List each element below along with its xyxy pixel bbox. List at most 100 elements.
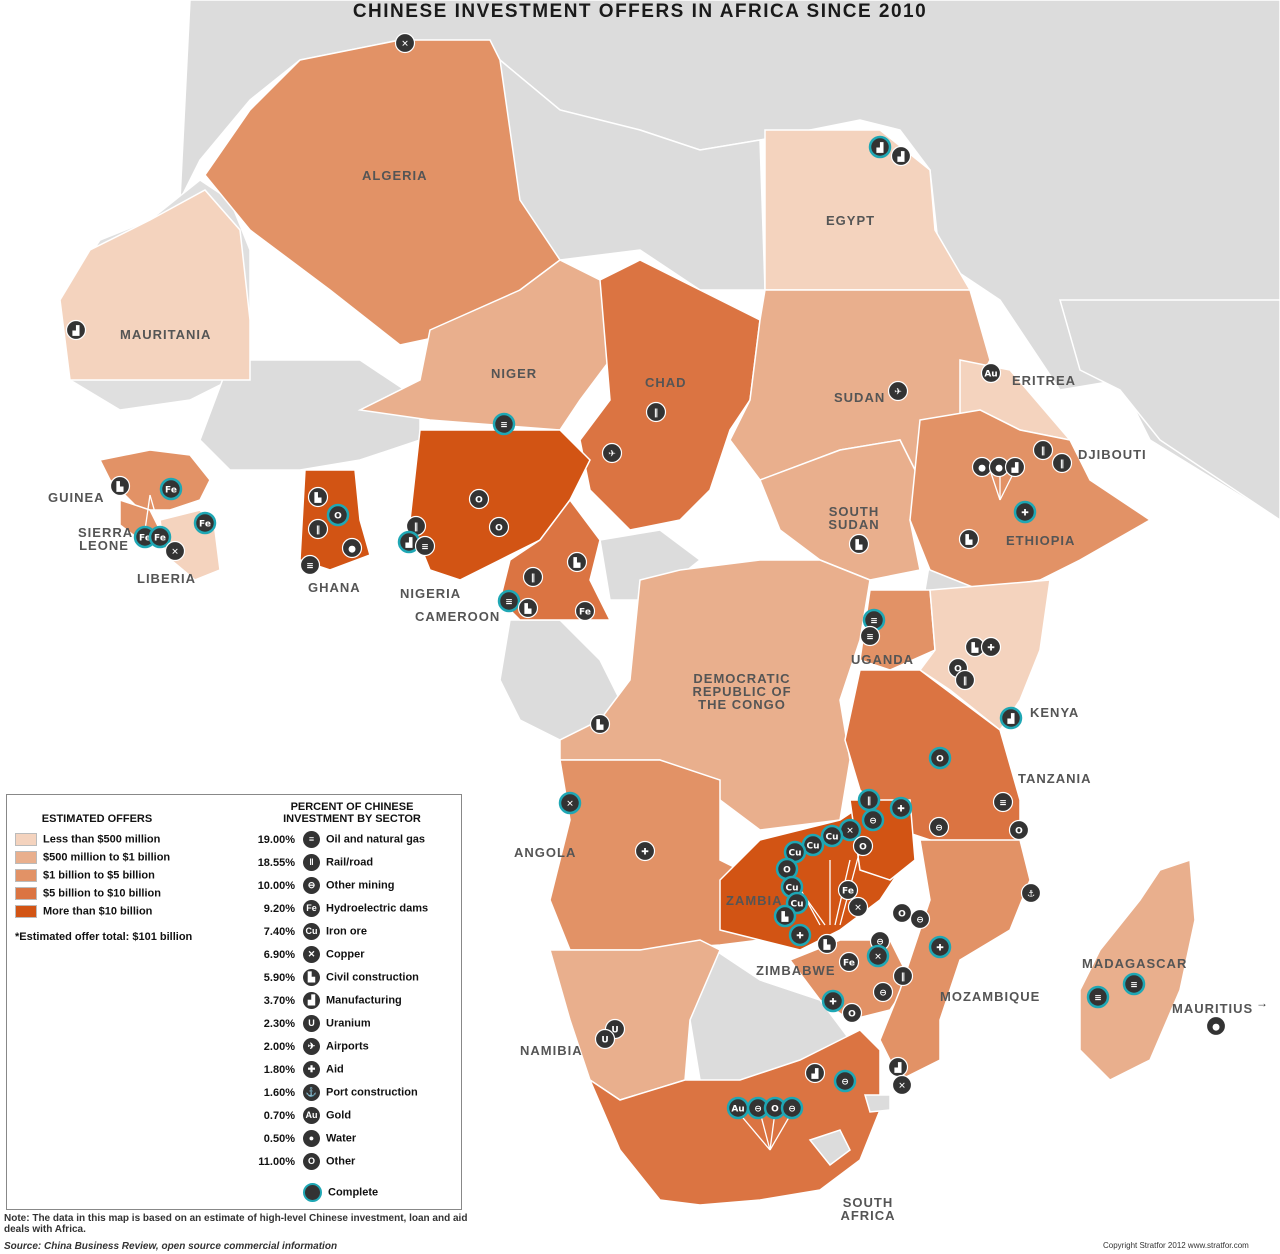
region-niger — [357, 259, 621, 431]
svg-text:Fe: Fe — [579, 608, 591, 618]
sector-percent: 1.80% — [263, 1063, 295, 1076]
factory-icon: ▟ — [890, 145, 912, 167]
label-ghana: GHANA — [308, 580, 361, 595]
svg-text:▟: ▟ — [1007, 713, 1016, 725]
sector-item: 11.00% O Other — [247, 1153, 355, 1171]
offer-swatch — [15, 869, 37, 882]
offer-swatch — [15, 833, 37, 846]
sector-name: Oil and natural gas — [326, 833, 426, 846]
sector-item: 9.20% Fe Hydroelectric dams — [247, 900, 428, 918]
oil-barrel-icon: ≡ — [859, 625, 881, 647]
factory-icon: ▟ — [887, 1056, 909, 1078]
oil-barrel-icon: ≡ — [303, 831, 320, 848]
sector-item: 7.40% Cu Iron ore — [247, 923, 367, 941]
label-mauritania: MAURITANIA — [120, 327, 212, 342]
svg-text:≡: ≡ — [306, 562, 314, 572]
construction-icon: ▙ — [848, 533, 870, 555]
offer-swatch — [15, 887, 37, 900]
airplane-icon: ✈ — [601, 442, 623, 464]
oil-barrel-icon: ≡ — [497, 589, 521, 613]
svg-text:▟: ▟ — [405, 537, 414, 549]
label-mauritius: MAURITIUS — [1172, 1001, 1254, 1016]
svg-text:⊖: ⊖ — [935, 824, 943, 834]
sector-percent: 9.20% — [263, 902, 295, 915]
sector-percent: 6.90% — [263, 948, 295, 961]
sector-name: Port construction — [326, 1086, 418, 1099]
region-namibia — [549, 939, 721, 1101]
factory-icon: ▟ — [804, 1062, 826, 1084]
tools-icon: ✕ — [164, 540, 186, 562]
sector-item: 5.90% ▙ Civil construction — [247, 969, 419, 987]
svg-text:✚: ✚ — [829, 998, 837, 1008]
svg-text:✕: ✕ — [401, 40, 409, 50]
svg-text:▙: ▙ — [116, 481, 125, 493]
complete-legend-item: Complete — [247, 1183, 378, 1202]
svg-text:▟: ▟ — [894, 1062, 903, 1074]
sector-percent: 19.00% — [257, 833, 295, 846]
sector-item: 19.00% ≡ Oil and natural gas — [247, 831, 425, 849]
rail-road-icon: ‖ — [307, 518, 329, 540]
svg-text:Au: Au — [984, 370, 997, 380]
svg-text:O: O — [1015, 827, 1023, 837]
offer-item: $5 billion to $10 billion — [15, 887, 161, 903]
sector-percent: 1.60% — [263, 1086, 295, 1099]
rail-road-icon: ‖ — [645, 401, 667, 423]
other-icon: O — [928, 746, 952, 770]
sector-name: Airports — [326, 1040, 369, 1053]
svg-text:●: ● — [995, 464, 1003, 474]
offer-item: More than $10 billion — [15, 905, 152, 921]
sector-item: 3.70% ▟ Manufacturing — [247, 992, 402, 1010]
aid-cross-icon: ✚ — [928, 935, 952, 959]
svg-text:Cu: Cu — [785, 884, 798, 894]
svg-text:‖: ‖ — [654, 409, 659, 419]
svg-text:U: U — [601, 1036, 608, 1046]
rail-road-icon: ‖ — [522, 566, 544, 588]
offer-swatch — [15, 905, 37, 918]
airplane-icon: ✈ — [303, 1038, 320, 1055]
sector-percent: 2.00% — [263, 1040, 295, 1053]
svg-text:✚: ✚ — [936, 944, 944, 954]
label-tanzania: TANZANIA — [1018, 771, 1092, 786]
svg-text:Cu: Cu — [790, 900, 803, 910]
svg-text:⚓: ⚓ — [1027, 890, 1035, 900]
svg-text:O: O — [771, 1105, 779, 1115]
svg-text:▟: ▟ — [1011, 462, 1020, 474]
sector-name: Copper — [326, 948, 365, 961]
offer-swatch — [15, 851, 37, 864]
map-title: CHINESE INVESTMENT OFFERS IN AFRICA SINC… — [352, 1, 928, 22]
svg-text:▙: ▙ — [314, 492, 323, 504]
construction-icon: ▙ — [109, 475, 131, 497]
label-zambia: ZAMBIA — [726, 893, 783, 908]
fe-icon: Fe — [838, 951, 860, 973]
svg-text:O: O — [495, 524, 503, 534]
sector-name: Rail/road — [326, 856, 374, 869]
label-sierra-leone: SIERRA LEONE — [78, 525, 134, 553]
source-line: Source: China Business Review, open sour… — [4, 1241, 338, 1252]
label-kenya: KENYA — [1030, 705, 1080, 720]
gold-icon: Au — [303, 1107, 320, 1124]
water-drop-icon: ● — [971, 456, 993, 478]
factory-icon: ▟ — [868, 135, 892, 159]
other-icon: O — [488, 516, 510, 538]
oil-barrel-icon: ≡ — [492, 412, 516, 436]
svg-text:⊖: ⊖ — [841, 1078, 849, 1088]
fe-icon: Fe — [303, 900, 320, 917]
svg-text:O: O — [334, 512, 342, 522]
uranium-icon: U — [303, 1015, 320, 1032]
offer-item: $1 billion to $5 billion — [15, 869, 155, 885]
anchor-icon: ⚓ — [1020, 882, 1042, 904]
tools-icon: ✕ — [394, 32, 416, 54]
other-icon: O — [468, 488, 490, 510]
label-ethiopia: ETHIOPIA — [1006, 533, 1076, 548]
label-liberia: LIBERIA — [137, 571, 196, 586]
gold-icon: Au — [726, 1096, 750, 1120]
svg-text:‖: ‖ — [414, 523, 419, 533]
svg-text:‖: ‖ — [531, 574, 536, 584]
label-guinea: GUINEA — [48, 490, 105, 505]
sector-percent: 11.00% — [258, 1155, 295, 1168]
svg-text:▙: ▙ — [596, 719, 605, 731]
svg-text:O: O — [936, 755, 944, 765]
sector-item: 1.80% ✚ Aid — [247, 1061, 344, 1079]
label-algeria: ALGERIA — [362, 168, 428, 183]
svg-text:▙: ▙ — [823, 939, 832, 951]
